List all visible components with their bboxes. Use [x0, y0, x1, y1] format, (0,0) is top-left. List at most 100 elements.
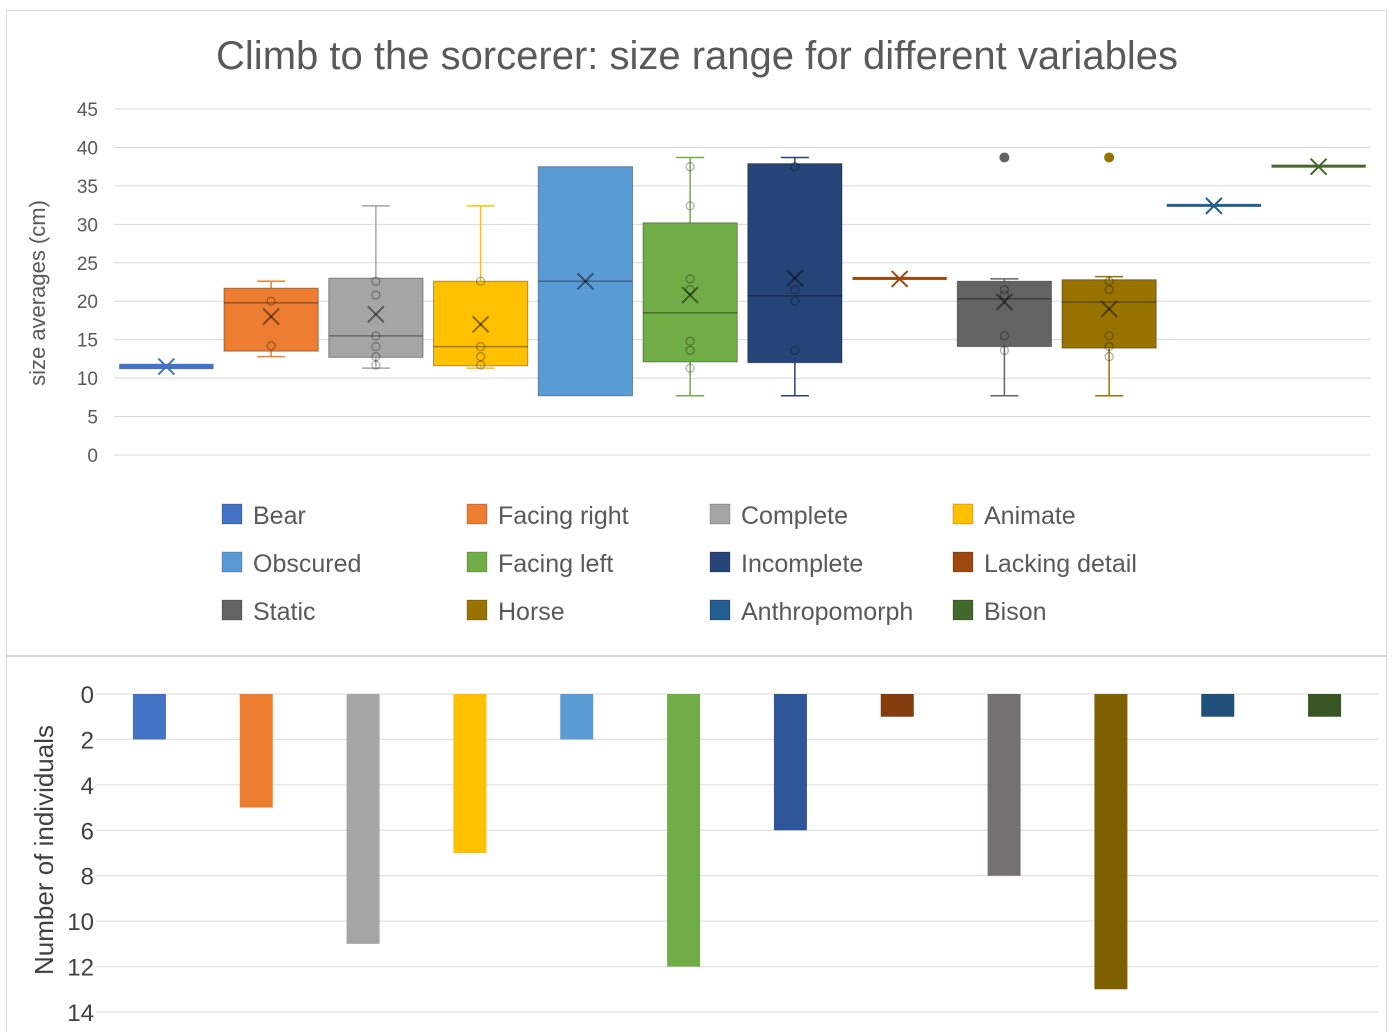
legend-label: Bear: [253, 502, 306, 530]
data-point: [371, 276, 381, 286]
box-bison: [1271, 157, 1366, 176]
data-point: [685, 345, 695, 356]
mean-marker: [1205, 197, 1223, 215]
legend-label: Bison: [984, 598, 1047, 626]
bar-chart: Number of individuals 0 2 4 6 8 10 12 14: [29, 682, 1378, 1027]
legend-label: Lacking detail: [984, 550, 1137, 578]
mean-marker: [471, 315, 490, 333]
legend-label: Facing left: [498, 550, 613, 578]
data-point: [685, 201, 695, 211]
mean-marker: [681, 286, 699, 304]
bar-series: [132, 694, 1342, 990]
box-facing-right: [223, 280, 319, 358]
mean-marker: [576, 272, 595, 290]
data-point: [1104, 331, 1114, 341]
box-static: [956, 152, 1053, 397]
y-tick-label: 45: [77, 100, 98, 121]
mean-marker: [786, 269, 804, 287]
mean-marker: [367, 305, 385, 324]
y-tick-label: 12: [67, 955, 94, 982]
mean-marker: [1309, 157, 1328, 176]
data-point: [790, 162, 800, 172]
data-point: [1104, 341, 1114, 352]
legend-label: Incomplete: [741, 550, 863, 578]
y-tick-label: 0: [81, 682, 94, 709]
bar-horse: [1094, 694, 1128, 990]
y-gridlines: [114, 108, 1371, 456]
bar-bison: [1308, 694, 1342, 717]
legend-item-static: Static: [221, 598, 316, 626]
box-plot-panel: Climb to the sorcerer: size range for di…: [6, 10, 1387, 656]
data-point: [475, 351, 486, 362]
data-point: [266, 341, 276, 351]
y-gridlines: [96, 693, 1378, 1013]
y-tick-label: 30: [77, 215, 98, 236]
y-tick-label: 0: [87, 446, 98, 467]
legend-swatch: [952, 551, 974, 573]
legend-item-bison: Bison: [952, 598, 1047, 626]
data-point: [685, 363, 695, 373]
data-point: [475, 341, 486, 352]
box-series: [119, 152, 1366, 397]
legend-item-animate: Animate: [952, 502, 1076, 530]
y-tick-label: 10: [67, 909, 94, 936]
data-point: [685, 285, 695, 295]
box: [747, 163, 843, 364]
box-animate: [432, 205, 529, 370]
y-axis-label: size averages (cm): [25, 200, 50, 386]
data-point: [371, 331, 381, 341]
legend-label: Obscured: [253, 550, 361, 578]
box-facing-left: [642, 156, 738, 397]
box: [432, 280, 529, 367]
data-point: [371, 351, 381, 362]
data-point: [999, 290, 1010, 300]
y-tick-label: 10: [77, 369, 98, 390]
mean-marker: [262, 307, 280, 326]
mean-marker: [471, 315, 490, 333]
bar-incomplete: [773, 694, 807, 831]
bar-facing-right: [239, 694, 273, 808]
chart-title: Climb to the sorcerer: size range for di…: [216, 34, 1178, 78]
y-tick-label: 4: [81, 773, 94, 800]
legend-item-facing-right: Facing right: [466, 502, 629, 530]
y-tick-label: 6: [81, 818, 94, 845]
bar-anthropomorph: [1201, 694, 1235, 717]
outlier-point: [999, 152, 1010, 163]
bar-lacking-detail: [880, 694, 914, 717]
legend-label: Animate: [984, 502, 1076, 530]
bar-animate: [453, 694, 487, 853]
data-point: [371, 341, 381, 352]
mean-marker: [995, 293, 1014, 311]
y-tick-label: 40: [77, 138, 98, 159]
legend-label: Anthropomorph: [741, 598, 913, 626]
box-anthropomorph: [1166, 197, 1262, 215]
box: [956, 280, 1053, 348]
bar-obscured: [560, 694, 594, 740]
data-point: [371, 290, 381, 300]
y-axis-label: Number of individuals: [29, 725, 59, 975]
legend-label: Complete: [741, 502, 848, 530]
mean-marker: [1100, 300, 1118, 318]
legend-item-complete: Complete: [709, 502, 848, 530]
y-tick-label: 35: [77, 177, 98, 198]
bar-static: [987, 694, 1021, 876]
legend-item-obscured: Obscured: [221, 550, 361, 578]
box-incomplete: [747, 156, 843, 397]
mean-marker: [367, 305, 385, 324]
y-tick-label: 2: [81, 727, 94, 754]
box-complete: [328, 205, 424, 370]
mean-marker: [157, 357, 176, 376]
legend-swatch: [709, 599, 731, 621]
legend: Bear Facing right Complete Animate Obscured F…: [221, 502, 1137, 626]
y-tick-label: 25: [77, 254, 98, 275]
legend-swatch: [466, 551, 488, 573]
box: [642, 222, 738, 363]
y-tick-label: 14: [67, 1000, 94, 1027]
box-horse: [1061, 152, 1157, 397]
legend-label: Facing right: [498, 502, 629, 530]
outlier-point: [1104, 152, 1115, 163]
mean-marker: [890, 270, 909, 288]
data-point: [790, 296, 800, 306]
legend-swatch: [221, 503, 243, 525]
mean-marker: [681, 286, 699, 304]
